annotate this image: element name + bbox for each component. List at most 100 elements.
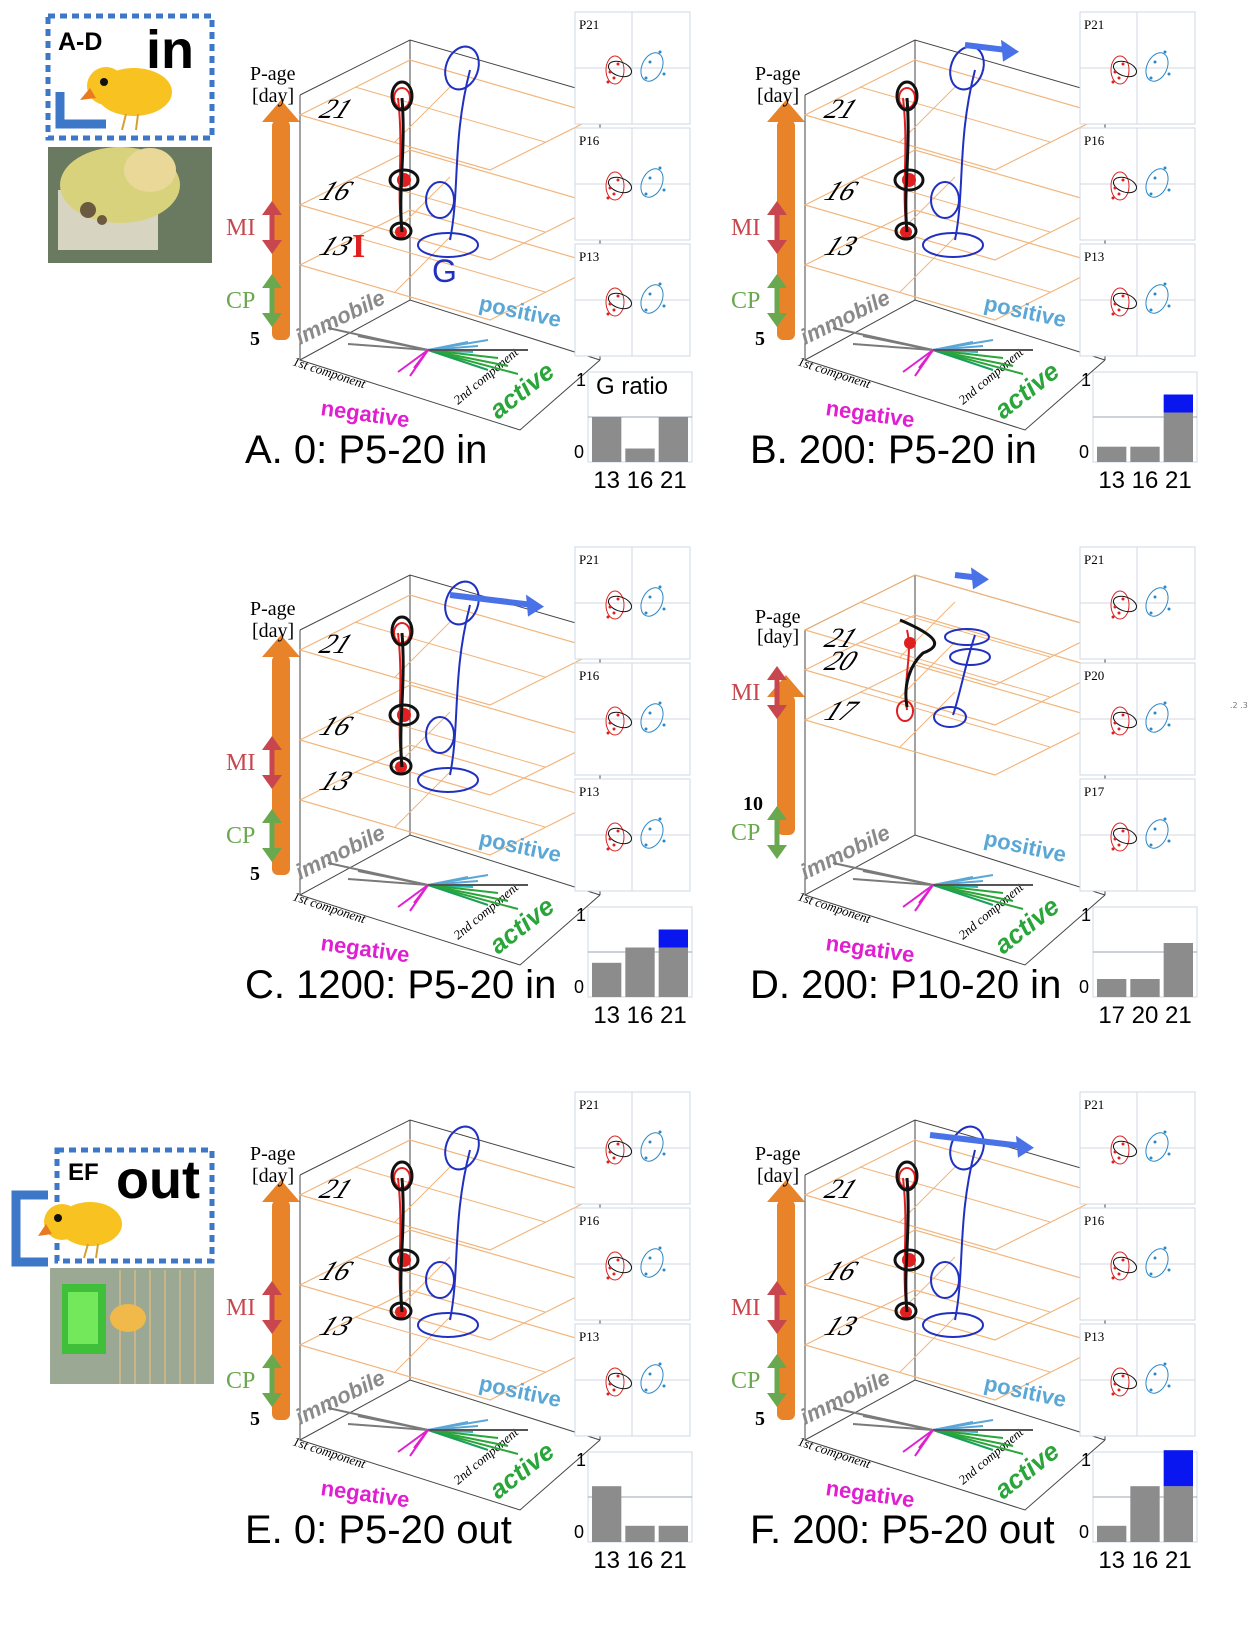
side-point (1113, 1382, 1117, 1386)
mi-arrow-head (262, 1320, 282, 1334)
side-point (644, 611, 648, 615)
g-ratio-bar (658, 947, 688, 997)
g-ratio-one: 1 (1081, 370, 1091, 390)
side-point (1111, 615, 1115, 619)
loading-vector (862, 870, 934, 886)
g-ratio-bar (625, 1525, 655, 1542)
mi-label: MI (731, 215, 760, 241)
negative-label: negative (319, 395, 411, 432)
cp-arrow-head (767, 845, 787, 859)
side-black-ellipse (607, 176, 633, 194)
side-point (658, 166, 662, 170)
g-ratio-extra-bar (658, 929, 688, 948)
side-black-ellipse (1112, 1256, 1138, 1274)
age-label: 16 (315, 176, 357, 206)
loading-vector (413, 1429, 429, 1449)
black-ellipse (390, 1160, 414, 1192)
side-point (608, 605, 612, 609)
side-point (1153, 711, 1157, 715)
group-ellipse (930, 181, 960, 219)
g-ratio-one: 1 (1081, 1450, 1091, 1470)
panel-title: F. 200: P5-20 out (750, 1508, 1055, 1552)
side-point (644, 76, 648, 80)
loading-vector (852, 1423, 934, 1431)
side-point (1117, 192, 1121, 196)
day-label: [day] (252, 620, 294, 642)
g-ratio-bar (1130, 1486, 1160, 1542)
positive-label: positive (477, 825, 564, 867)
side-point (1117, 727, 1121, 731)
side-individual-ellipse (1110, 55, 1130, 85)
side-point (1121, 829, 1125, 833)
age-label: 13 (820, 1311, 862, 1341)
side-panel-label: P21 (1084, 17, 1104, 32)
box-edge (299, 95, 601, 361)
g-ratio-one: 1 (576, 370, 586, 390)
side-group-ellipse (1145, 819, 1169, 849)
mi-arrow-head (262, 201, 282, 215)
g-ratio-extra-bar (1163, 394, 1193, 413)
black-ellipse (389, 1301, 413, 1321)
side-group-ellipse (640, 1364, 664, 1394)
side-point (1163, 166, 1167, 170)
g-ratio-chart: 1 0 13 16 21 (1079, 1450, 1198, 1574)
age-label: 16 (315, 1256, 357, 1286)
age-label: 13 (315, 1311, 357, 1341)
first-component-label: 1st component (291, 354, 368, 392)
black-trajectory (899, 618, 937, 708)
age-axis-bar (272, 120, 290, 340)
side-point (644, 1388, 648, 1392)
day-label: [day] (252, 1165, 294, 1187)
side-black-ellipse (1112, 1140, 1138, 1158)
mi-arrow-head (262, 240, 282, 254)
positive-label: positive (982, 825, 1069, 867)
side-point (1153, 60, 1157, 64)
shift-arrow (449, 592, 531, 608)
cp-label: CP (226, 1368, 255, 1394)
p-age-label: P-age (755, 1143, 801, 1165)
side-point (616, 713, 620, 717)
loading-vector (413, 884, 429, 904)
age-label: 21 (315, 629, 357, 659)
side-panel-label: P13 (579, 784, 599, 799)
side-point (606, 847, 610, 851)
side-point (1163, 585, 1167, 589)
side-panels: P21 P16 P13 (574, 546, 691, 892)
box-edge (804, 95, 1106, 361)
side-point (1167, 607, 1171, 611)
side-black-ellipse (1112, 1372, 1138, 1390)
black-ellipse (895, 1160, 919, 1192)
side-point (1163, 817, 1167, 821)
side-point (608, 1266, 612, 1270)
plane-grid-line (859, 86, 1051, 143)
age-axis-arrow (767, 100, 805, 122)
panel-title: E. 0: P5-20 out (245, 1508, 512, 1552)
side-point (1153, 827, 1157, 831)
side-point (1117, 308, 1121, 312)
side-point (1113, 1150, 1117, 1154)
trajectories (893, 1125, 985, 1338)
side-point (1149, 76, 1153, 80)
side-point (1121, 597, 1125, 601)
plane-grid-line (899, 236, 956, 293)
mi-label: MI (226, 1295, 255, 1321)
g-ratio-tick: 13 (593, 1547, 620, 1574)
side-black-ellipse (607, 292, 633, 310)
side-point (1111, 80, 1115, 84)
g-ratio-tick: 21 (1165, 467, 1192, 494)
plane-grid-line (394, 236, 451, 293)
side-point (1111, 1392, 1115, 1396)
mi-arrow-head (767, 1281, 787, 1295)
side-black-ellipse (607, 60, 633, 78)
plane-grid-line (354, 176, 546, 233)
side-individual-ellipse (1110, 1367, 1130, 1397)
age-label: 17 (820, 696, 863, 726)
loading-vector (427, 339, 489, 351)
g-ratio-bar (625, 947, 655, 997)
side-individual-ellipse (605, 590, 625, 620)
side-point (608, 837, 612, 841)
g-ratio-bar (658, 1525, 688, 1542)
side-point (648, 176, 652, 180)
side-point (616, 1258, 620, 1262)
